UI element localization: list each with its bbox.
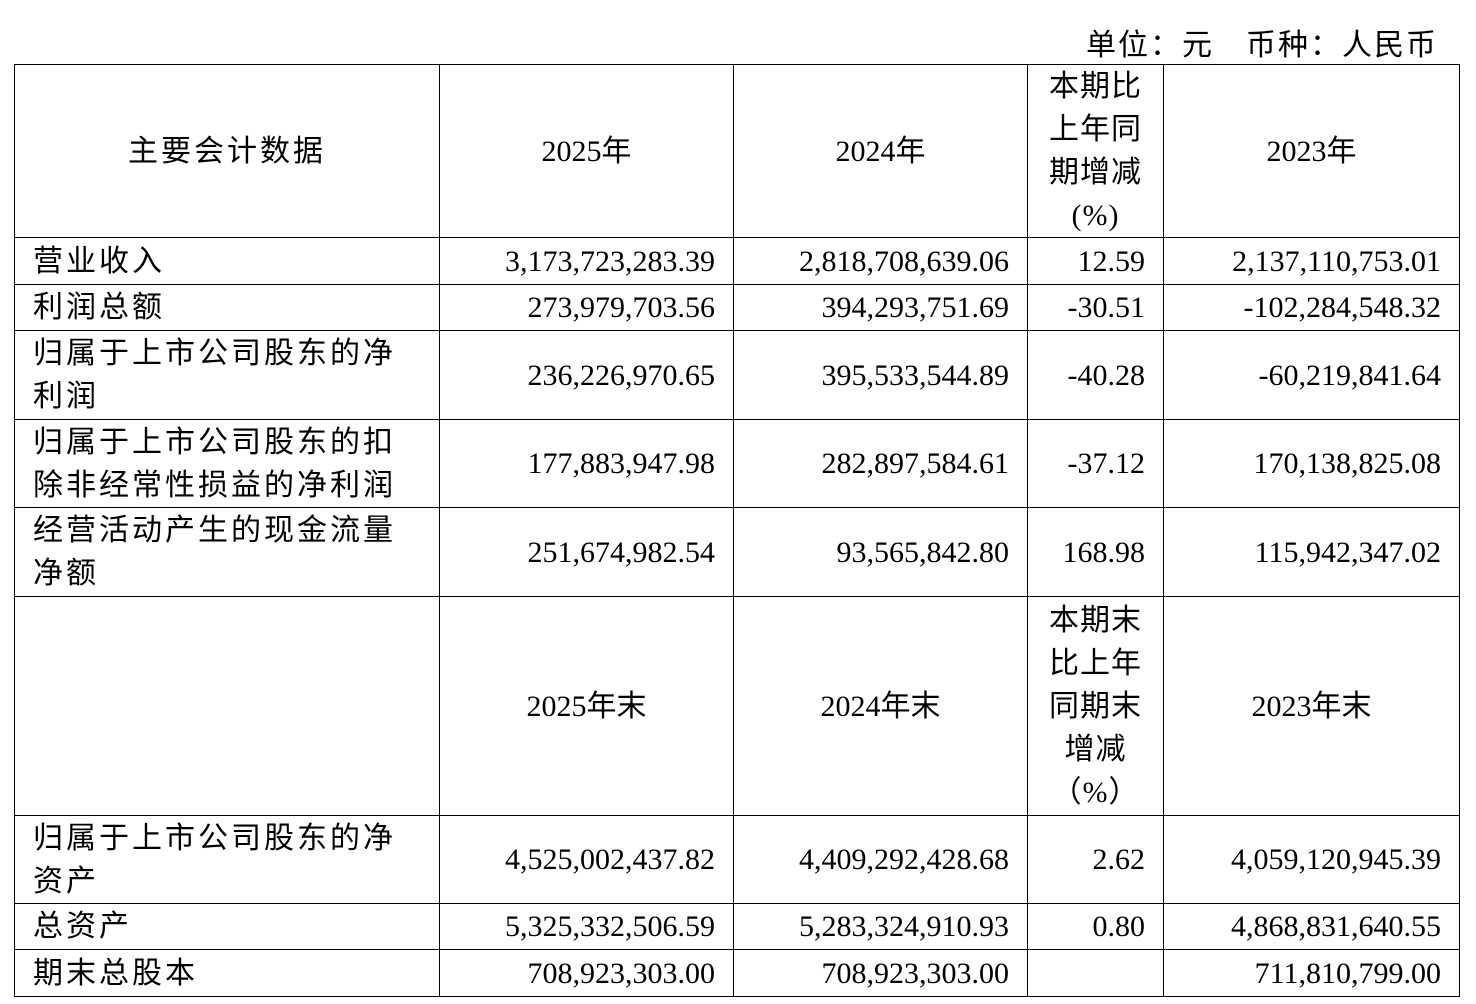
value-cell: 12.59	[1027, 237, 1164, 285]
value-cell: 3,173,723,283.39	[439, 237, 734, 285]
data-row: 经营活动产生的现金流量净额 251,674,982.54 93,565,842.80…	[14, 507, 1460, 597]
value-cell: 273,979,703.56	[439, 284, 734, 331]
value-cell: 394,293,751.69	[733, 284, 1028, 331]
value-cell: 282,897,584.61	[733, 419, 1028, 508]
row-label: 经营活动产生的现金流量净额	[14, 507, 440, 597]
data-row: 利润总额 273,979,703.56 394,293,751.69 -30.51 -1…	[14, 284, 1460, 331]
value-cell: -102,284,548.32	[1163, 284, 1460, 331]
value-cell: 4,409,292,428.68	[733, 815, 1028, 904]
value-cell: 93,565,842.80	[733, 507, 1028, 597]
value-cell: -60,219,841.64	[1163, 330, 1460, 420]
value-cell: 2,137,110,753.01	[1163, 237, 1460, 285]
header-cell: 2023年末	[1163, 596, 1460, 816]
header-cell: 本期比上年同期增减(%)	[1027, 64, 1164, 238]
header-cell: 2025年	[439, 64, 734, 238]
header-cell: 主要会计数据	[14, 64, 440, 238]
data-row: 营业收入 3,173,723,283.39 2,818,708,639.06 12.5…	[14, 237, 1460, 285]
data-row: 总资产 5,325,332,506.59 5,283,324,910.93 0.80 4…	[14, 903, 1460, 950]
value-cell: 5,325,332,506.59	[439, 903, 734, 950]
value-cell: 168.98	[1027, 507, 1164, 597]
header-cell: 本期末比上年同期末增减（%）	[1027, 596, 1164, 816]
financial-table: 主要会计数据 2025年 2024年 本期比上年同期增减(%) 2023年 营业…	[14, 64, 1460, 997]
data-row: 期末总股本 708,923,303.00 708,923,303.00 711,810…	[14, 949, 1460, 997]
value-cell: 0.80	[1027, 903, 1164, 950]
header-cell: 2023年	[1163, 64, 1460, 238]
row-label: 归属于上市公司股东的净利润	[14, 330, 440, 420]
data-row: 归属于上市公司股东的净利润 236,226,970.65 395,533,544.8…	[14, 330, 1460, 420]
data-row: 归属于上市公司股东的扣除非经常性损益的净利润 177,883,947.98 282,…	[14, 419, 1460, 508]
value-cell: 177,883,947.98	[439, 419, 734, 508]
value-cell: 2,818,708,639.06	[733, 237, 1028, 285]
value-cell: 4,059,120,945.39	[1163, 815, 1460, 904]
value-cell: -37.12	[1027, 419, 1164, 508]
header-cell: 2024年	[733, 64, 1028, 238]
header-cell: 2025年末	[439, 596, 734, 816]
value-cell: 711,810,799.00	[1163, 949, 1460, 997]
value-cell: 4,868,831,640.55	[1163, 903, 1460, 950]
data-row: 归属于上市公司股东的净资产 4,525,002,437.82 4,409,292,4…	[14, 815, 1460, 904]
empty-cell	[14, 596, 440, 816]
value-cell: 170,138,825.08	[1163, 419, 1460, 508]
value-cell	[1027, 949, 1164, 997]
row-label: 总资产	[14, 903, 440, 950]
value-cell: 395,533,544.89	[733, 330, 1028, 420]
value-cell: -30.51	[1027, 284, 1164, 331]
value-cell: 251,674,982.54	[439, 507, 734, 597]
row-label: 归属于上市公司股东的扣除非经常性损益的净利润	[14, 419, 440, 508]
header-row: 2025年末 2024年末 本期末比上年同期末增减（%） 2023年末	[14, 596, 1460, 816]
unit-line: 单位：元 币种：人民币	[1086, 29, 1438, 62]
value-cell: 4,525,002,437.82	[439, 815, 734, 904]
row-label: 期末总股本	[14, 949, 440, 997]
value-cell: 236,226,970.65	[439, 330, 734, 420]
header-cell: 2024年末	[733, 596, 1028, 816]
value-cell: 708,923,303.00	[439, 949, 734, 997]
header-row: 主要会计数据 2025年 2024年 本期比上年同期增减(%) 2023年	[14, 64, 1460, 238]
row-label: 营业收入	[14, 237, 440, 285]
value-cell: 2.62	[1027, 815, 1164, 904]
row-label: 归属于上市公司股东的净资产	[14, 815, 440, 904]
value-cell: 708,923,303.00	[733, 949, 1028, 997]
value-cell: -40.28	[1027, 330, 1164, 420]
value-cell: 115,942,347.02	[1163, 507, 1460, 597]
row-label: 利润总额	[14, 284, 440, 331]
value-cell: 5,283,324,910.93	[733, 903, 1028, 950]
